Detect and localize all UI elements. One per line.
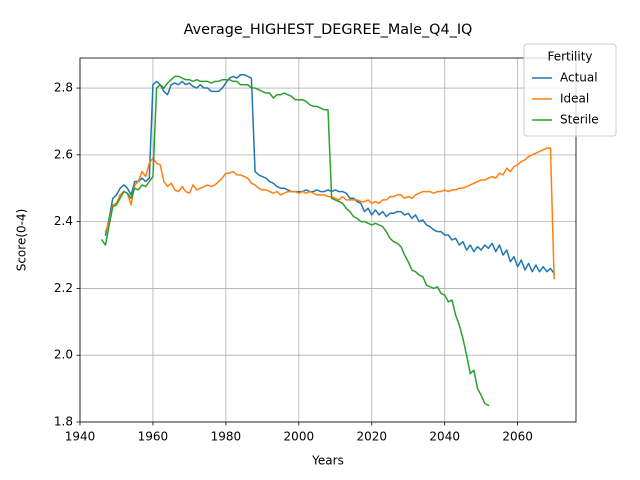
y-tick-label: 2.4 xyxy=(54,214,73,228)
x-tick-label: 2060 xyxy=(502,430,533,444)
plot-frame xyxy=(79,57,577,423)
x-tick-label: 1940 xyxy=(65,430,96,444)
series-line-actual xyxy=(104,73,556,275)
x-tick-label: 2040 xyxy=(429,430,460,444)
x-tick-label: 2000 xyxy=(284,430,315,444)
x-tick-label: 1980 xyxy=(211,430,242,444)
x-axis: 1940 1960 1980 2000 2020 2040 2060 xyxy=(65,422,533,444)
series-line-sterile xyxy=(100,75,490,407)
y-tick-label: 2.6 xyxy=(54,147,73,161)
y-tick-label: 1.8 xyxy=(54,415,73,429)
series-line-ideal xyxy=(104,147,555,280)
legend: Fertility Actual Ideal Sterile xyxy=(523,43,617,137)
series-lines xyxy=(100,73,556,407)
legend-label-ideal: Ideal xyxy=(560,92,589,106)
y-axis-label: Score(0-4) xyxy=(15,209,29,272)
chart-title: Average_HIGHEST_DEGREE_Male_Q4_IQ xyxy=(184,22,473,38)
x-axis-label: Years xyxy=(311,454,344,468)
y-tick-label: 2.8 xyxy=(54,81,73,95)
y-tick-label: 2.0 xyxy=(54,348,73,362)
y-tick-label: 2.2 xyxy=(54,281,73,295)
legend-label-sterile: Sterile xyxy=(560,113,599,127)
legend-box xyxy=(523,43,617,137)
y-axis: 1.8 2.0 2.2 2.4 2.6 2.8 xyxy=(54,81,80,429)
legend-label-actual: Actual xyxy=(560,71,598,85)
x-tick-label: 1960 xyxy=(138,430,169,444)
x-tick-label: 2020 xyxy=(356,430,387,444)
legend-title: Fertility xyxy=(547,50,592,64)
